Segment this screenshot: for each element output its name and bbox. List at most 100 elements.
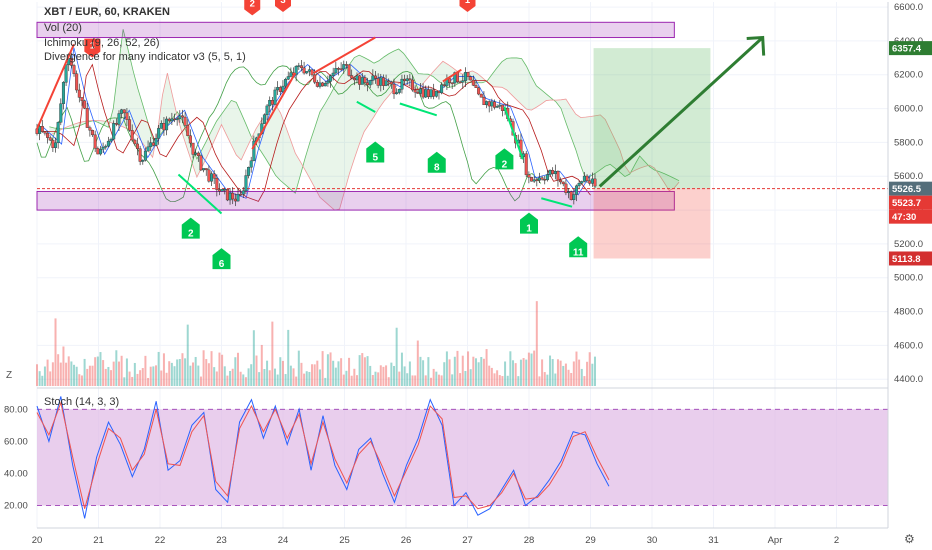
volume-bar [83, 358, 86, 386]
volume-bar [559, 360, 562, 386]
candle-body [450, 82, 454, 84]
bull-signal-label: 8 [434, 163, 440, 174]
gear-icon[interactable]: ⚙ [904, 532, 915, 546]
candle-body [395, 92, 399, 95]
candle-body [426, 89, 430, 98]
candle-body [104, 145, 108, 148]
target-arrow-line [598, 36, 764, 188]
volume-label: Vol (20) [44, 22, 82, 34]
bull-signal: 6 [212, 248, 231, 270]
candle-body [96, 148, 100, 155]
candle-body [43, 131, 47, 134]
candle-body [231, 192, 235, 200]
candle-body [273, 89, 277, 105]
time-tick: 26 [401, 535, 412, 546]
volume-bar [152, 366, 155, 386]
bear-signal-marker [84, 38, 101, 58]
candle-body [135, 143, 139, 149]
volume-bar [268, 370, 271, 386]
volume-bar [292, 368, 295, 386]
long-position-tool[interactable] [37, 48, 888, 259]
candle-body [567, 191, 571, 193]
candle-body [580, 181, 584, 184]
volume-bar [369, 365, 372, 386]
volume-bar [128, 371, 131, 386]
candle-body [350, 75, 354, 79]
candle-body [424, 89, 428, 98]
volume-bar [342, 374, 345, 386]
current-price-badge-text: 5523.7 [892, 198, 921, 209]
volume-bar [393, 365, 396, 386]
target-arrow[interactable] [598, 35, 766, 188]
symbol-title: XBT / EUR, 60, KRAKEN [44, 6, 170, 18]
stochastic-panel [36, 387, 888, 519]
zoom-icon[interactable]: Z [6, 370, 13, 381]
candle-body [363, 77, 367, 83]
volume-bar [467, 351, 470, 386]
bull-divergence-line [356, 100, 376, 113]
volume-bar [432, 368, 435, 386]
volume-bar [424, 375, 427, 386]
stoch-k-line [36, 396, 610, 519]
bull-signal: 2 [495, 148, 514, 170]
candle-body [366, 82, 370, 86]
candle-body [307, 69, 311, 72]
volume-bar [213, 367, 216, 386]
candle-body [204, 168, 208, 171]
candle-body [373, 75, 377, 79]
candle-body [492, 101, 496, 108]
volume-bar [593, 356, 596, 386]
candle-body [548, 170, 552, 175]
volume-bar [136, 373, 139, 386]
price-zones[interactable] [36, 21, 675, 211]
volume-bar [274, 368, 277, 386]
volume-bar [387, 377, 390, 386]
volume-bar [210, 351, 213, 386]
volume-bar [445, 351, 448, 386]
candle-body [543, 179, 547, 181]
candle-body [225, 188, 229, 201]
volume-bar [493, 373, 496, 386]
volume-bar [281, 360, 284, 386]
candle-body [180, 115, 184, 118]
volume-bar [308, 371, 311, 386]
volume-bar [67, 356, 70, 386]
candle-body [352, 77, 356, 81]
volume-bar [255, 355, 258, 386]
volume-bar [218, 352, 221, 386]
volume-bar [96, 356, 99, 386]
bear-divergence-line [442, 68, 462, 83]
candle-body [281, 85, 285, 92]
candle-body [284, 79, 288, 87]
candle-body [392, 83, 396, 95]
time-tick: 27 [462, 535, 473, 546]
candle-body [585, 175, 589, 181]
volume-bar [379, 365, 382, 386]
candle-body [524, 153, 528, 176]
candle-body [61, 82, 65, 104]
candle-body [64, 64, 68, 83]
volume-bar [242, 374, 245, 386]
candle-body [358, 75, 362, 85]
candle-body [247, 166, 251, 176]
volume-bar [229, 370, 232, 386]
stop-badge: 5113.8 [889, 251, 932, 266]
candle-body [323, 82, 327, 87]
bull-signal-label: 6 [219, 259, 225, 270]
bull-signal-marker [569, 236, 588, 258]
volume-bar [474, 358, 477, 386]
candle-body [170, 118, 174, 122]
volume-bar [517, 376, 520, 386]
bear-divergence-line [313, 36, 376, 74]
candle-body [77, 89, 81, 98]
volume-bar [73, 364, 76, 386]
current-price-badge: 5523.7 [889, 195, 932, 210]
candle-body [471, 79, 475, 86]
time-tick: 31 [708, 535, 719, 546]
candle-body [413, 89, 417, 93]
volume-bar [54, 318, 57, 386]
candle-body [114, 123, 118, 125]
volume-bar [443, 362, 446, 386]
candle-body [540, 177, 544, 180]
